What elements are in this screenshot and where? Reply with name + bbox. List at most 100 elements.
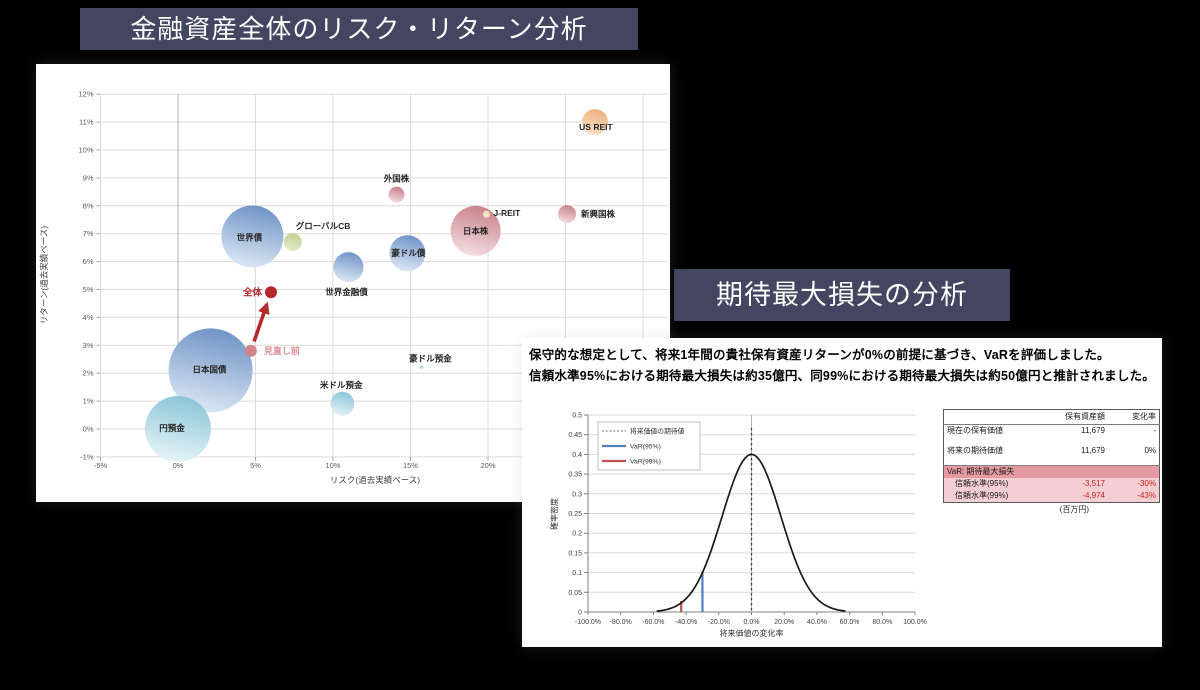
x-tick-label: 100.0% (903, 619, 927, 626)
var-table-section-cell: VaR: 期待最大損失 (943, 465, 1160, 478)
x-tick-label: 10% (325, 461, 340, 470)
x-tick-label: 5% (250, 461, 261, 470)
bubble-aud-deposit (419, 365, 424, 370)
y-tick-label: 0.4 (572, 452, 582, 459)
var-table-label-cell: 信頼水準(95%) (943, 478, 1042, 490)
y-tick-label: 9% (83, 173, 94, 182)
var-table-grid: 保有資産額 変化率 現在の保有価値 11,679 - 将来の期待価値 11,679 0% VaR… (943, 409, 1160, 503)
slide-title-risk-return: 金融資産全体のリスク・リターン分析 (80, 8, 638, 50)
bubble-label-global-cb: グローバルCB (296, 221, 351, 231)
var-intro-text: 保守的な想定として、将来1年間の貴社保有資産リターンが0%の前提に基づき、VaR… (529, 345, 1157, 386)
bubble-j-reit (482, 210, 490, 218)
x-tick-label: 20% (480, 461, 495, 470)
y-tick-label: 1% (83, 397, 94, 406)
y-tick-label: 2% (83, 369, 94, 378)
y-axis-title: 確率密度 (549, 498, 559, 530)
slide-title-var: 期待最大損失の分析 (674, 269, 1010, 321)
legend-var99-label: VaR(99%) (630, 459, 661, 466)
bubble-label-us-reit: US REIT (579, 122, 613, 132)
bubble-label-jgb: 日本国債 (193, 364, 228, 374)
point-before-revision (244, 344, 257, 357)
x-tick-label: 20.0% (774, 619, 794, 626)
y-tick-label: 3% (83, 341, 94, 350)
var-table-row: 信頼水準(95%) -3,517 -30% (943, 478, 1160, 490)
var-table-spacer-cell (944, 457, 1160, 466)
legend-expected-value-label: 将来価値の期待値 (630, 427, 685, 436)
var-distribution-chart: 0 0.05 0.1 0.15 0.2 0.25 0.3 0.35 0.4 0.45 0.5 -100… (549, 413, 927, 639)
var-panel: 0 0.05 0.1 0.15 0.2 0.25 0.3 0.35 0.4 0.45 0.5 -100… (522, 338, 1162, 647)
y-tick-label: 0% (83, 425, 94, 434)
var-table-row (944, 457, 1160, 466)
y-tick-label: 5% (83, 285, 94, 294)
x-tick-label: 0.0% (744, 619, 760, 626)
x-tick-label: 0% (173, 461, 184, 470)
y-tick-label: 0.5 (572, 413, 582, 420)
var-table-label-cell: 信頼水準(99%) (943, 490, 1042, 503)
x-tick-label: -100.0% (575, 619, 601, 626)
var-table: 保有資産額 変化率 現在の保有価値 11,679 - 将来の期待価値 11,679 0% VaR… (943, 409, 1160, 503)
bubble-world-bonds (221, 205, 284, 268)
bubble-label-aud-bonds: 豪ドル債 (391, 248, 426, 258)
var-intro-line-2: 信頼水準95%における期待最大損失は約35億円、同99%における期待最大損失は約… (529, 368, 1155, 383)
revision-arrow (252, 301, 270, 343)
bubble-jgb (168, 328, 253, 413)
x-axis-title: 将来価値の変化率 (720, 628, 784, 638)
bubble-aud-bonds (389, 235, 426, 272)
bubble-label-emerging-equity: 新興国株 (581, 209, 616, 219)
x-tick-label: -40.0% (675, 619, 697, 626)
bubble-label-foreign-equity: 外国株 (383, 174, 410, 184)
var-table-change-cell: 0% (1144, 446, 1156, 455)
unit-note: (百万円) (1059, 505, 1089, 514)
bubble-us-reit (581, 109, 608, 136)
label-before-revision: 見直し前 (263, 345, 300, 356)
label-overall: 全体 (242, 286, 263, 298)
y-tick-label: 0.35 (568, 472, 582, 479)
y-tick-label: 12% (78, 90, 93, 99)
bubble-label-japan-equity: 日本株 (463, 226, 489, 236)
x-tick-label: 80.0% (872, 619, 892, 626)
y-tick-label: 0.15 (568, 550, 582, 557)
var-table-header-row: 保有資産額 変化率 (943, 409, 1160, 425)
bubble-usd-deposit (330, 391, 355, 416)
y-tick-label: -1% (80, 452, 94, 461)
bubble-emerging-equity (558, 205, 577, 224)
y-tick-label: 4% (83, 313, 94, 322)
bubble-yen-deposit (145, 396, 211, 462)
bubble-label-world-bonds: 世界債 (237, 232, 263, 242)
var-table-change-cell: -30% (1108, 478, 1160, 490)
var-table-row: VaR: 期待最大損失 (943, 465, 1160, 478)
var-table-header-cell (943, 409, 1042, 425)
bubble-label-j-reit: J-REIT (493, 208, 521, 218)
y-tick-label: 7% (83, 229, 94, 238)
y-tick-label: 0.3 (572, 491, 582, 498)
y-tick-label: 0.25 (568, 511, 582, 518)
bubble-label-world-financial-bonds: 世界金融債 (325, 287, 368, 297)
y-tick-label: 10% (78, 146, 93, 155)
x-tick-label: -20.0% (708, 619, 730, 626)
bubble-japan-equity (450, 205, 501, 256)
y-tick-label: 8% (83, 201, 94, 210)
y-tick-label: 11% (79, 118, 94, 127)
slide-title-risk-return-text: 金融資産全体のリスク・リターン分析 (130, 14, 588, 44)
var-table-spacer-cell (944, 437, 1160, 445)
bubble-foreign-equity (388, 186, 405, 203)
bubble-label-usd-deposit: 米ドル預金 (320, 380, 363, 390)
var-table-value-cell: 11,679 (1081, 426, 1105, 435)
x-tick-label: -60.0% (642, 619, 664, 626)
var-table-row: 将来の期待価値 11,679 0% (944, 445, 1160, 457)
var-table-label-cell: 将来の期待価値 (947, 446, 1003, 455)
x-axis-title: リスク(過去実績ベース) (330, 475, 420, 485)
var-table-header-cell: 保有資産額 (1042, 409, 1108, 425)
risk-return-panel: 12% 11% 10% 9% 8% 7% 6% 5% 4% 3% 2% 1% 0% -1% -5% 0% 5% 1… (36, 64, 670, 502)
slide-title-var-text: 期待最大損失の分析 (716, 280, 968, 310)
y-tick-label: 0.05 (568, 590, 582, 597)
x-tick-label: -80.0% (610, 619, 632, 626)
bubble-world-financial-bonds (333, 252, 364, 283)
y-axis-title: リターン(過去実績ベース) (39, 226, 49, 324)
y-tick-label: 0 (578, 610, 582, 617)
var-intro-line-1: 保守的な想定として、将来1年間の貴社保有資産リターンが0%の前提に基づき、VaR… (529, 348, 1110, 362)
var-table-row (944, 437, 1160, 445)
var-table-change-cell: - (1153, 426, 1156, 435)
x-tick-label: 15% (403, 461, 418, 470)
y-tick-label: 6% (83, 257, 94, 266)
